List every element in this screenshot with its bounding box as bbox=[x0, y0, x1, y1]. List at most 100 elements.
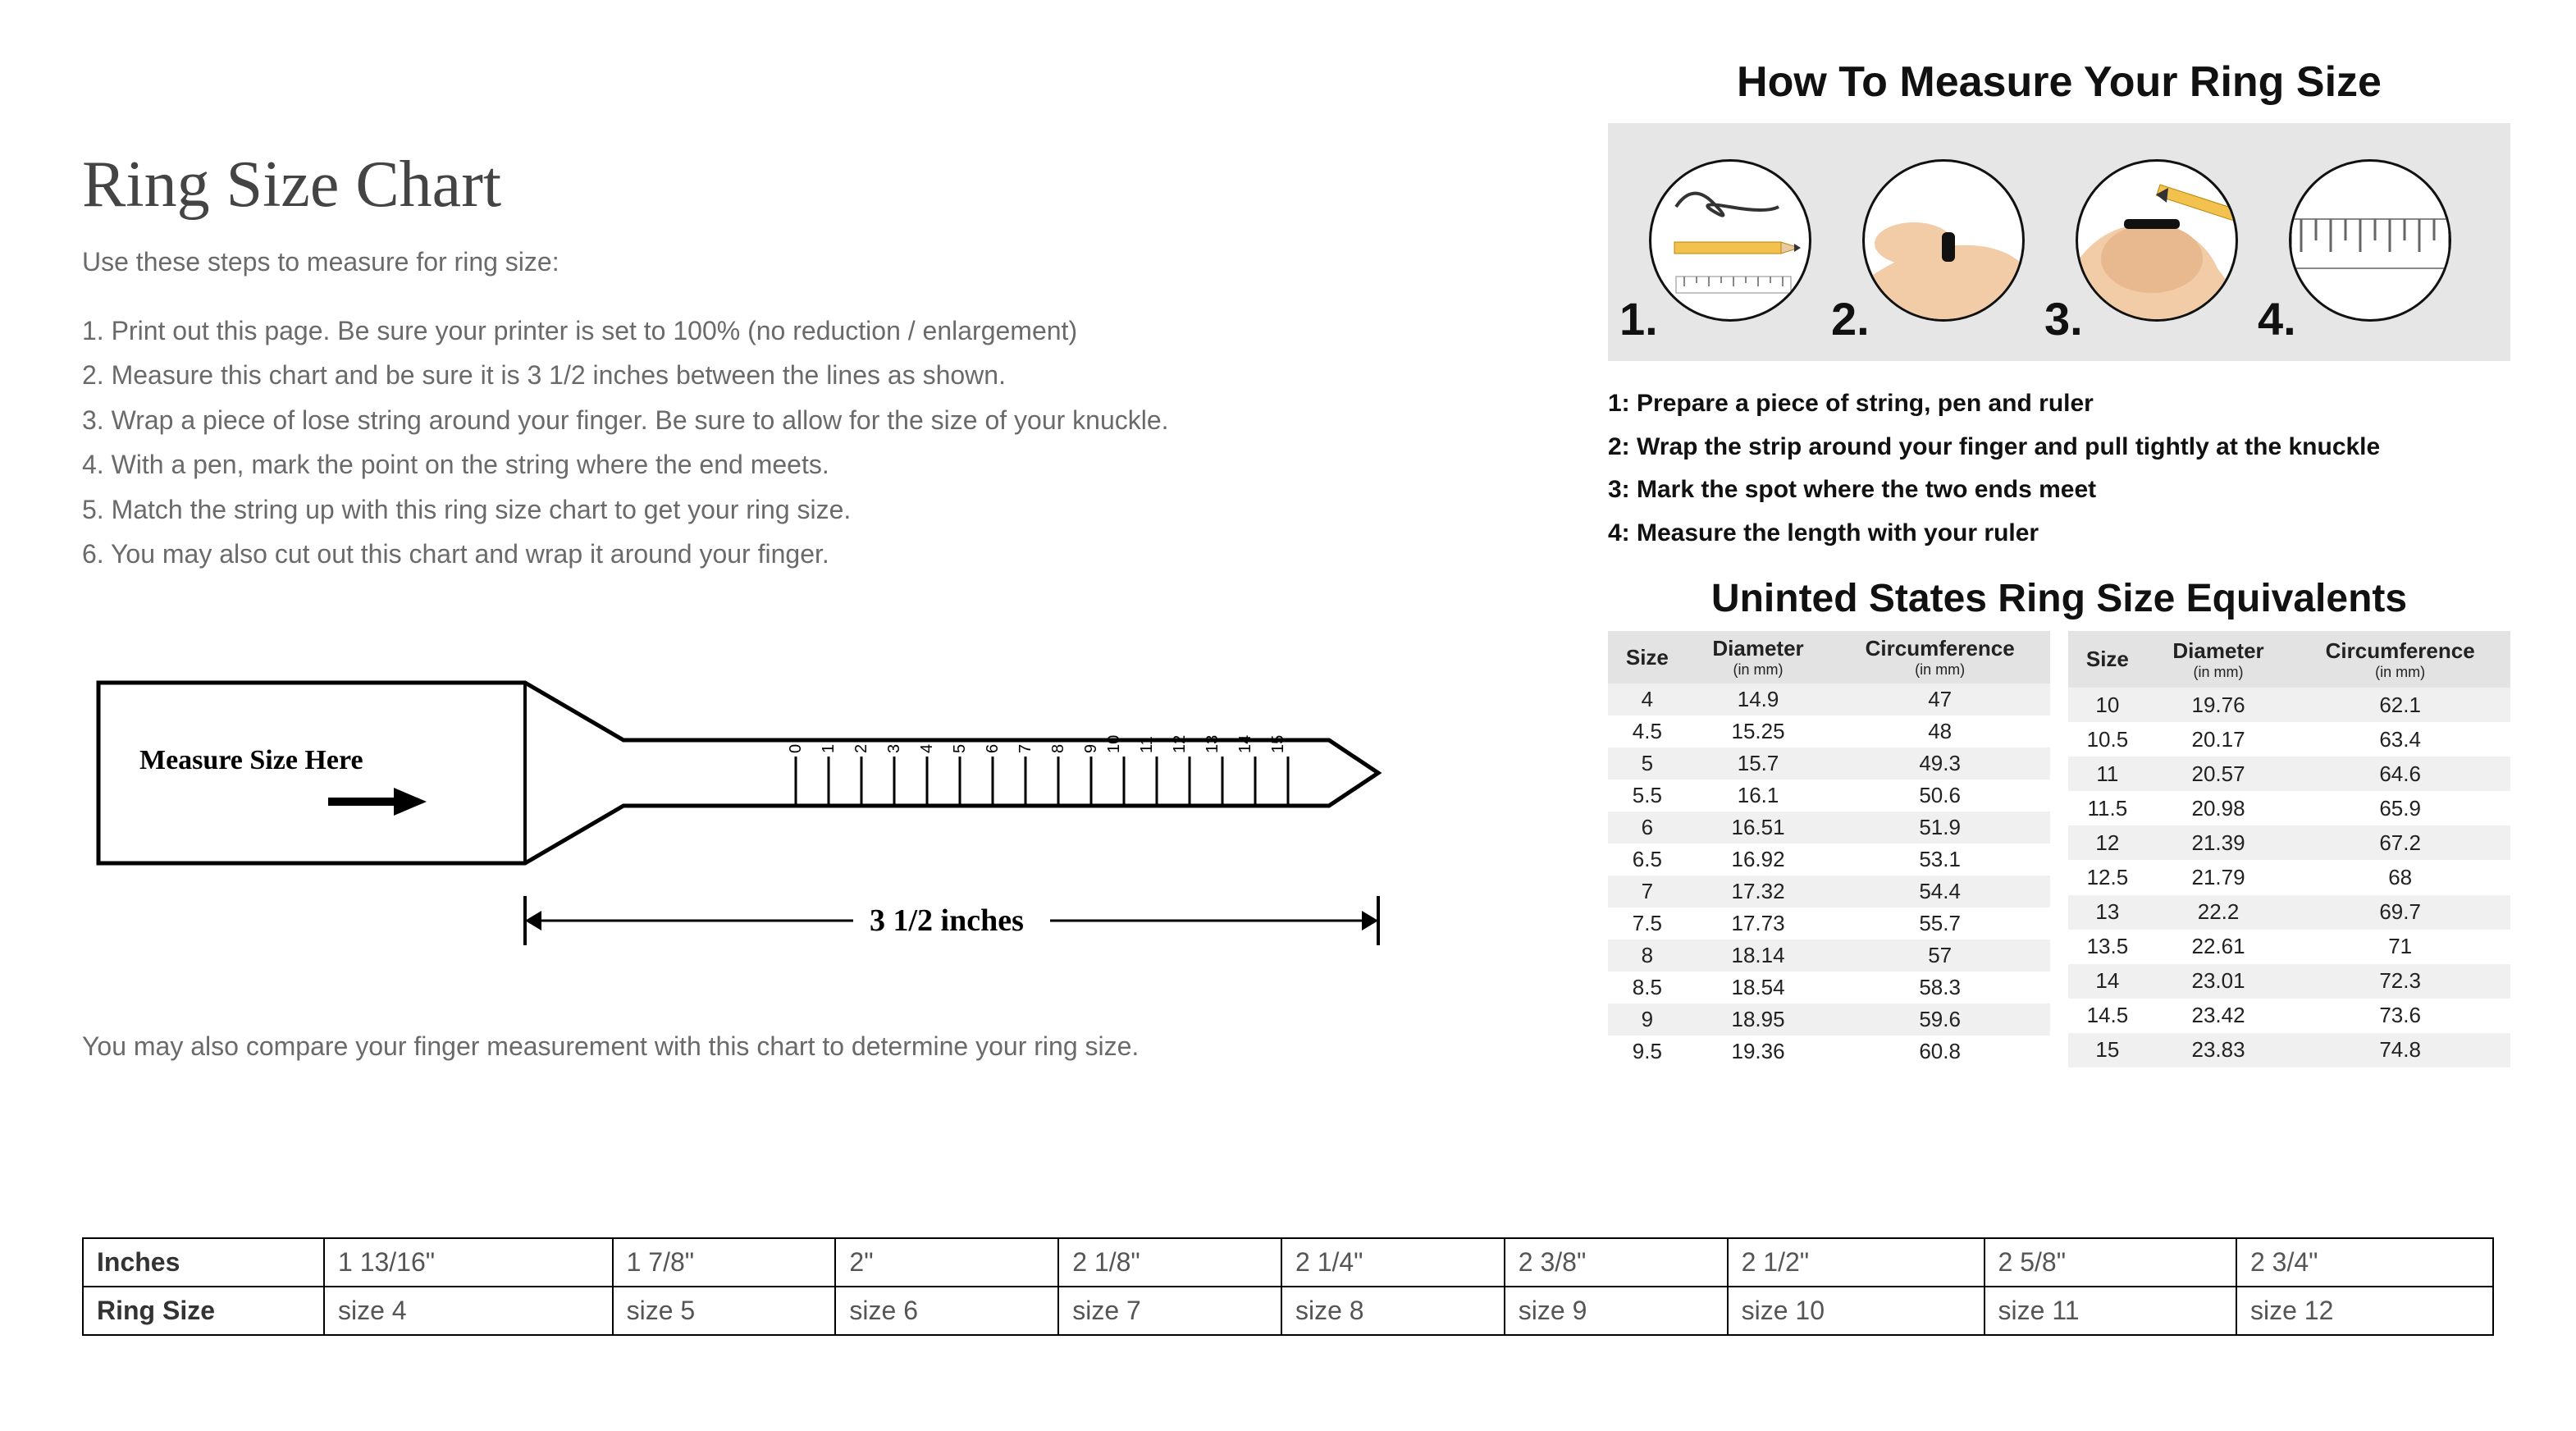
table-cell: 18.54 bbox=[1687, 972, 1830, 1004]
table-row-inches: Inches 1 13/16"1 7/8"2"2 1/8"2 1/4"2 3/8… bbox=[83, 1238, 2493, 1287]
table-cell: 6 bbox=[1608, 812, 1687, 844]
table-cell: size 10 bbox=[1728, 1287, 1985, 1335]
table-row: 1221.3967.2 bbox=[2068, 825, 2510, 860]
table-cell: 21.39 bbox=[2147, 825, 2291, 860]
table-cell: size 5 bbox=[613, 1287, 836, 1335]
equivalents-tables: SizeDiameter(in mm)Circumference(in mm)4… bbox=[1608, 631, 2510, 1068]
table-row: 1322.269.7 bbox=[2068, 895, 2510, 930]
table-row: 515.749.3 bbox=[1608, 748, 2050, 780]
howto-circle-2 bbox=[1862, 159, 2025, 322]
table-cell: 6.5 bbox=[1608, 844, 1687, 876]
table-row: 414.947 bbox=[1608, 683, 2050, 716]
table-cell: 16.51 bbox=[1687, 812, 1830, 844]
step-item: 3. Wrap a piece of lose string around yo… bbox=[82, 398, 1526, 442]
table-cell: 2 1/2" bbox=[1728, 1238, 1985, 1287]
table-cell: 10 bbox=[2068, 688, 2147, 722]
table-row: 13.522.6171 bbox=[2068, 930, 2510, 964]
table-cell: 23.83 bbox=[2147, 1033, 2291, 1068]
table-cell: 11 bbox=[2068, 757, 2147, 791]
table-row: 11.520.9865.9 bbox=[2068, 791, 2510, 825]
svg-text:12: 12 bbox=[1171, 735, 1189, 753]
ruler-svg: Measure Size Here 0123456789101112131415… bbox=[82, 650, 1427, 978]
svg-text:9: 9 bbox=[1082, 744, 1100, 753]
table-cell: size 12 bbox=[2236, 1287, 2493, 1335]
svg-text:4: 4 bbox=[918, 744, 936, 753]
ruler-icon bbox=[2291, 162, 2449, 319]
svg-text:8: 8 bbox=[1049, 744, 1067, 753]
howto-number: 1. bbox=[1619, 292, 1658, 345]
table-cell: 18.95 bbox=[1687, 1004, 1830, 1036]
howto-steps-list: 1: Prepare a piece of string, pen and ru… bbox=[1608, 382, 2510, 555]
equivalents-table-right: SizeDiameter(in mm)Circumference(in mm)1… bbox=[2068, 631, 2510, 1068]
table-cell: 23.42 bbox=[2147, 999, 2291, 1033]
row-label: Ring Size bbox=[83, 1287, 324, 1335]
howto-title: How To Measure Your Ring Size bbox=[1608, 57, 2510, 107]
column-header: Diameter(in mm) bbox=[1687, 631, 1830, 683]
howto-number: 4. bbox=[2258, 292, 2296, 345]
table-cell: 63.4 bbox=[2290, 722, 2510, 757]
howto-panel: 1. 2. 3. bbox=[1608, 123, 2510, 361]
table-row: 5.516.150.6 bbox=[1608, 780, 2050, 812]
arrow-head-icon bbox=[394, 788, 427, 816]
table-row: 918.9559.6 bbox=[1608, 1004, 2050, 1036]
inches-ringsize-table: Inches 1 13/16"1 7/8"2"2 1/8"2 1/4"2 3/8… bbox=[82, 1237, 2494, 1336]
table-cell: 69.7 bbox=[2290, 895, 2510, 930]
equivalents-table-left: SizeDiameter(in mm)Circumference(in mm)4… bbox=[1608, 631, 2050, 1068]
svg-text:0: 0 bbox=[787, 744, 805, 753]
table-cell: 8 bbox=[1608, 940, 1687, 972]
right-column: How To Measure Your Ring Size bbox=[1608, 57, 2510, 1068]
column-header: Circumference(in mm) bbox=[1829, 631, 2050, 683]
howto-circle-4 bbox=[2289, 159, 2451, 322]
howto-step: 4: Measure the length with your ruler bbox=[1608, 512, 2510, 555]
howto-step: 2: Wrap the strip around your finger and… bbox=[1608, 426, 2510, 469]
table-cell: 5.5 bbox=[1608, 780, 1687, 812]
table-cell: 60.8 bbox=[1829, 1036, 2050, 1068]
dim-label: 3 1/2 inches bbox=[870, 903, 1024, 938]
string-pencil-ruler-icon bbox=[1651, 162, 1809, 319]
table-cell: 2 1/4" bbox=[1281, 1238, 1505, 1287]
equivalents-title: Uninted States Ring Size Equivalents bbox=[1608, 576, 2510, 621]
table-row: 717.3254.4 bbox=[1608, 876, 2050, 908]
table-cell: 9 bbox=[1608, 1004, 1687, 1036]
table-cell: 14.5 bbox=[2068, 999, 2147, 1033]
howto-circle-1 bbox=[1649, 159, 1811, 322]
table-cell: size 9 bbox=[1505, 1287, 1728, 1335]
table-cell: 71 bbox=[2290, 930, 2510, 964]
table-cell: 16.92 bbox=[1687, 844, 1830, 876]
table-cell: 9.5 bbox=[1608, 1036, 1687, 1068]
table-cell: 1 7/8" bbox=[613, 1238, 836, 1287]
svg-text:10: 10 bbox=[1105, 735, 1123, 753]
table-row: 1423.0172.3 bbox=[2068, 964, 2510, 999]
svg-text:2: 2 bbox=[852, 744, 870, 753]
table-cell: 2 1/8" bbox=[1058, 1238, 1281, 1287]
table-cell: 19.76 bbox=[2147, 688, 2291, 722]
table-cell: 12.5 bbox=[2068, 860, 2147, 894]
table-cell: 58.3 bbox=[1829, 972, 2050, 1004]
table-cell: 53.1 bbox=[1829, 844, 2050, 876]
table-cell: 4 bbox=[1608, 683, 1687, 716]
table-cell: 47 bbox=[1829, 683, 2050, 716]
table-cell: 15.25 bbox=[1687, 716, 1830, 748]
table-cell: 64.6 bbox=[2290, 757, 2510, 791]
finger-ring-icon bbox=[1865, 162, 2022, 319]
column-header: Size bbox=[1608, 631, 1687, 683]
step-item: 2. Measure this chart and be sure it is … bbox=[82, 353, 1526, 397]
table-cell: 73.6 bbox=[2290, 999, 2510, 1033]
table-row: 6.516.9253.1 bbox=[1608, 844, 2050, 876]
table-cell: 17.32 bbox=[1687, 876, 1830, 908]
table-cell: 19.36 bbox=[1687, 1036, 1830, 1068]
column-header: Circumference(in mm) bbox=[2290, 631, 2510, 688]
table-cell: 14 bbox=[2068, 964, 2147, 999]
table-cell: 7 bbox=[1608, 876, 1687, 908]
svg-text:15: 15 bbox=[1269, 735, 1287, 753]
table-cell: 49.3 bbox=[1829, 748, 2050, 780]
svg-text:14: 14 bbox=[1236, 735, 1254, 753]
table-cell: 20.98 bbox=[2147, 791, 2291, 825]
svg-text:11: 11 bbox=[1138, 737, 1156, 754]
table-row: 1120.5764.6 bbox=[2068, 757, 2510, 791]
table-cell: size 4 bbox=[324, 1287, 613, 1335]
page: Ring Size Chart Use these steps to measu… bbox=[0, 0, 2576, 1431]
table-cell: 15 bbox=[2068, 1033, 2147, 1068]
svg-text:13: 13 bbox=[1204, 735, 1222, 753]
table-cell: size 11 bbox=[1985, 1287, 2236, 1335]
